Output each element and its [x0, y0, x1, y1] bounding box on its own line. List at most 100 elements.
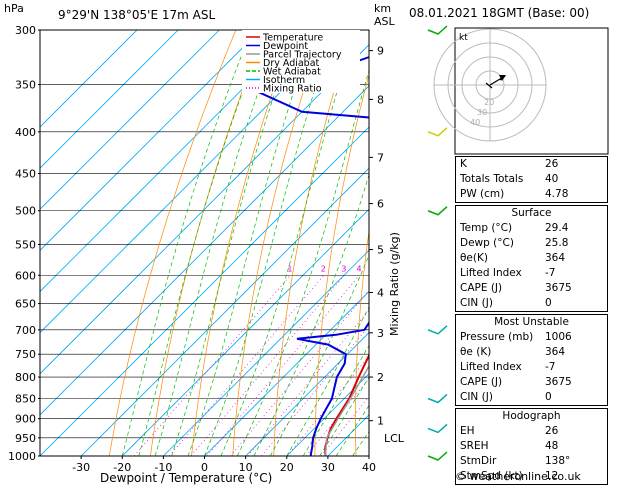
- dry-adiabat: [109, 30, 236, 456]
- pressure-tick-label: 800: [15, 371, 36, 384]
- location-title: 9°29'N 138°05'E 17m ASL: [58, 8, 215, 22]
- index-value: 364: [545, 251, 603, 266]
- pressure-tick-label: 550: [15, 238, 36, 251]
- most-unstable-title: Most Unstable: [456, 315, 607, 330]
- km-tick-label: 2: [377, 371, 384, 384]
- index-label: Temp (°C): [460, 221, 512, 236]
- mixing-ratio-label: 1: [287, 264, 292, 273]
- wind-barb: [428, 394, 447, 402]
- index-row: Pressure (mb)1006: [456, 330, 607, 345]
- index-row: CAPE (J) 3675: [456, 375, 607, 390]
- index-row: θe(K)364: [456, 251, 607, 266]
- dry-adiabat: [150, 30, 265, 456]
- mixing-ratio-label: 15: [432, 264, 442, 273]
- index-value: 40: [545, 172, 603, 187]
- footer-brand: © weatheronline.co.uk: [455, 470, 581, 483]
- pressure-unit-label: hPa: [4, 2, 24, 15]
- wind-barb: [428, 326, 447, 334]
- index-value: 26: [545, 157, 603, 172]
- km-unit-label: km: [374, 2, 391, 15]
- wind-barb: [428, 424, 447, 432]
- wind-barb: [428, 26, 447, 34]
- index-label: CIN (J): [460, 296, 493, 311]
- pressure-tick-label: 400: [15, 126, 36, 139]
- pressure-tick-label: 750: [15, 348, 36, 361]
- index-row: Temp (°C) 29.4: [456, 221, 607, 236]
- hodograph-title: Hodograph: [456, 409, 607, 424]
- index-value: 26: [545, 424, 603, 439]
- index-label: Lifted Index: [460, 266, 522, 281]
- pressure-tick-label: 850: [15, 392, 36, 405]
- index-value: 3675: [545, 281, 603, 296]
- index-row: EH 26: [456, 424, 607, 439]
- index-row: Lifted Index -7: [456, 360, 607, 375]
- index-label: Dewp (°C): [460, 236, 514, 251]
- mixing-ratio-label: 6: [379, 264, 384, 273]
- mixing-ratio-label: 10: [408, 264, 418, 273]
- index-value: 29.4: [545, 221, 603, 236]
- index-row: CAPE (J) 3675: [456, 281, 607, 296]
- hodograph-ring-label: 40: [470, 118, 480, 127]
- index-value: 4.78: [545, 187, 603, 202]
- index-label: SREH: [460, 439, 489, 454]
- index-value: 3675: [545, 375, 603, 390]
- lcl-label: LCL: [384, 432, 405, 445]
- mixing-ratio-label: 3: [341, 264, 346, 273]
- pressure-tick-label: 300: [15, 24, 36, 37]
- index-label: Lifted Index: [460, 360, 522, 375]
- index-value: 1006: [545, 330, 603, 345]
- index-value: 364: [545, 345, 603, 360]
- index-row: Lifted Index -7: [456, 266, 607, 281]
- mixing-ratio-line: [230, 275, 381, 456]
- index-value: 25.8: [545, 236, 603, 251]
- legend-entry: Mixing Ratio: [263, 84, 322, 95]
- mixing-ratio-line: [248, 275, 398, 456]
- wet-adiabat: [122, 30, 251, 456]
- index-label: K: [460, 157, 467, 172]
- index-label: CAPE (J): [460, 375, 502, 390]
- asl-unit-label: ASL: [374, 15, 396, 28]
- dry-adiabat: [607, 30, 629, 456]
- pressure-tick-label: 650: [15, 298, 36, 311]
- mixing-ratio-line: [169, 275, 324, 456]
- pressure-tick-label: 700: [15, 324, 36, 337]
- temp-tick-label: 30: [321, 461, 335, 474]
- index-value: 0: [545, 390, 603, 405]
- km-tick-label: 8: [377, 93, 384, 106]
- dry-adiabat: [315, 30, 382, 456]
- wind-barb: [428, 452, 447, 460]
- index-value: -7: [545, 266, 603, 281]
- x-axis-label: Dewpoint / Temperature (°C): [100, 471, 272, 485]
- mixing-ratio-label: 4: [356, 264, 361, 273]
- hodograph-ring-label: 30: [477, 108, 487, 117]
- index-value: 0: [545, 296, 603, 311]
- pressure-tick-label: 950: [15, 432, 36, 445]
- index-value: 138°: [545, 454, 603, 469]
- index-value: 48: [545, 439, 603, 454]
- index-label: EH: [460, 424, 475, 439]
- index-row: θe (K)364: [456, 345, 607, 360]
- km-tick-label: 9: [377, 45, 384, 58]
- isotherm-line: [40, 30, 466, 456]
- pressure-tick-label: 500: [15, 205, 36, 218]
- mixing-ratio-line: [287, 275, 435, 456]
- km-tick-label: 4: [377, 287, 384, 300]
- pressure-tick-label: 450: [15, 167, 36, 180]
- index-label: CAPE (J): [460, 281, 502, 296]
- index-value: -7: [545, 360, 603, 375]
- isotherm-line: [0, 30, 384, 456]
- hodograph-ring-label: 20: [484, 98, 494, 107]
- surface-title: Surface: [456, 206, 607, 221]
- mixing-ratio-axis-label: Mixing Ratio (g/kg): [388, 232, 401, 336]
- dry-adiabat: [395, 30, 440, 456]
- pressure-tick-label: 1000: [8, 450, 36, 463]
- km-tick-label: 5: [377, 244, 384, 257]
- surface-box: Surface Temp (°C) 29.4 Dewp (°C) 25.8 θe(K…: [455, 205, 608, 312]
- km-tick-label: 7: [377, 151, 384, 164]
- mixing-ratio-label: 2: [321, 264, 326, 273]
- km-tick-label: 6: [377, 198, 384, 211]
- pressure-tick-label: 600: [15, 269, 36, 282]
- pressure-tick-label: 350: [15, 79, 36, 92]
